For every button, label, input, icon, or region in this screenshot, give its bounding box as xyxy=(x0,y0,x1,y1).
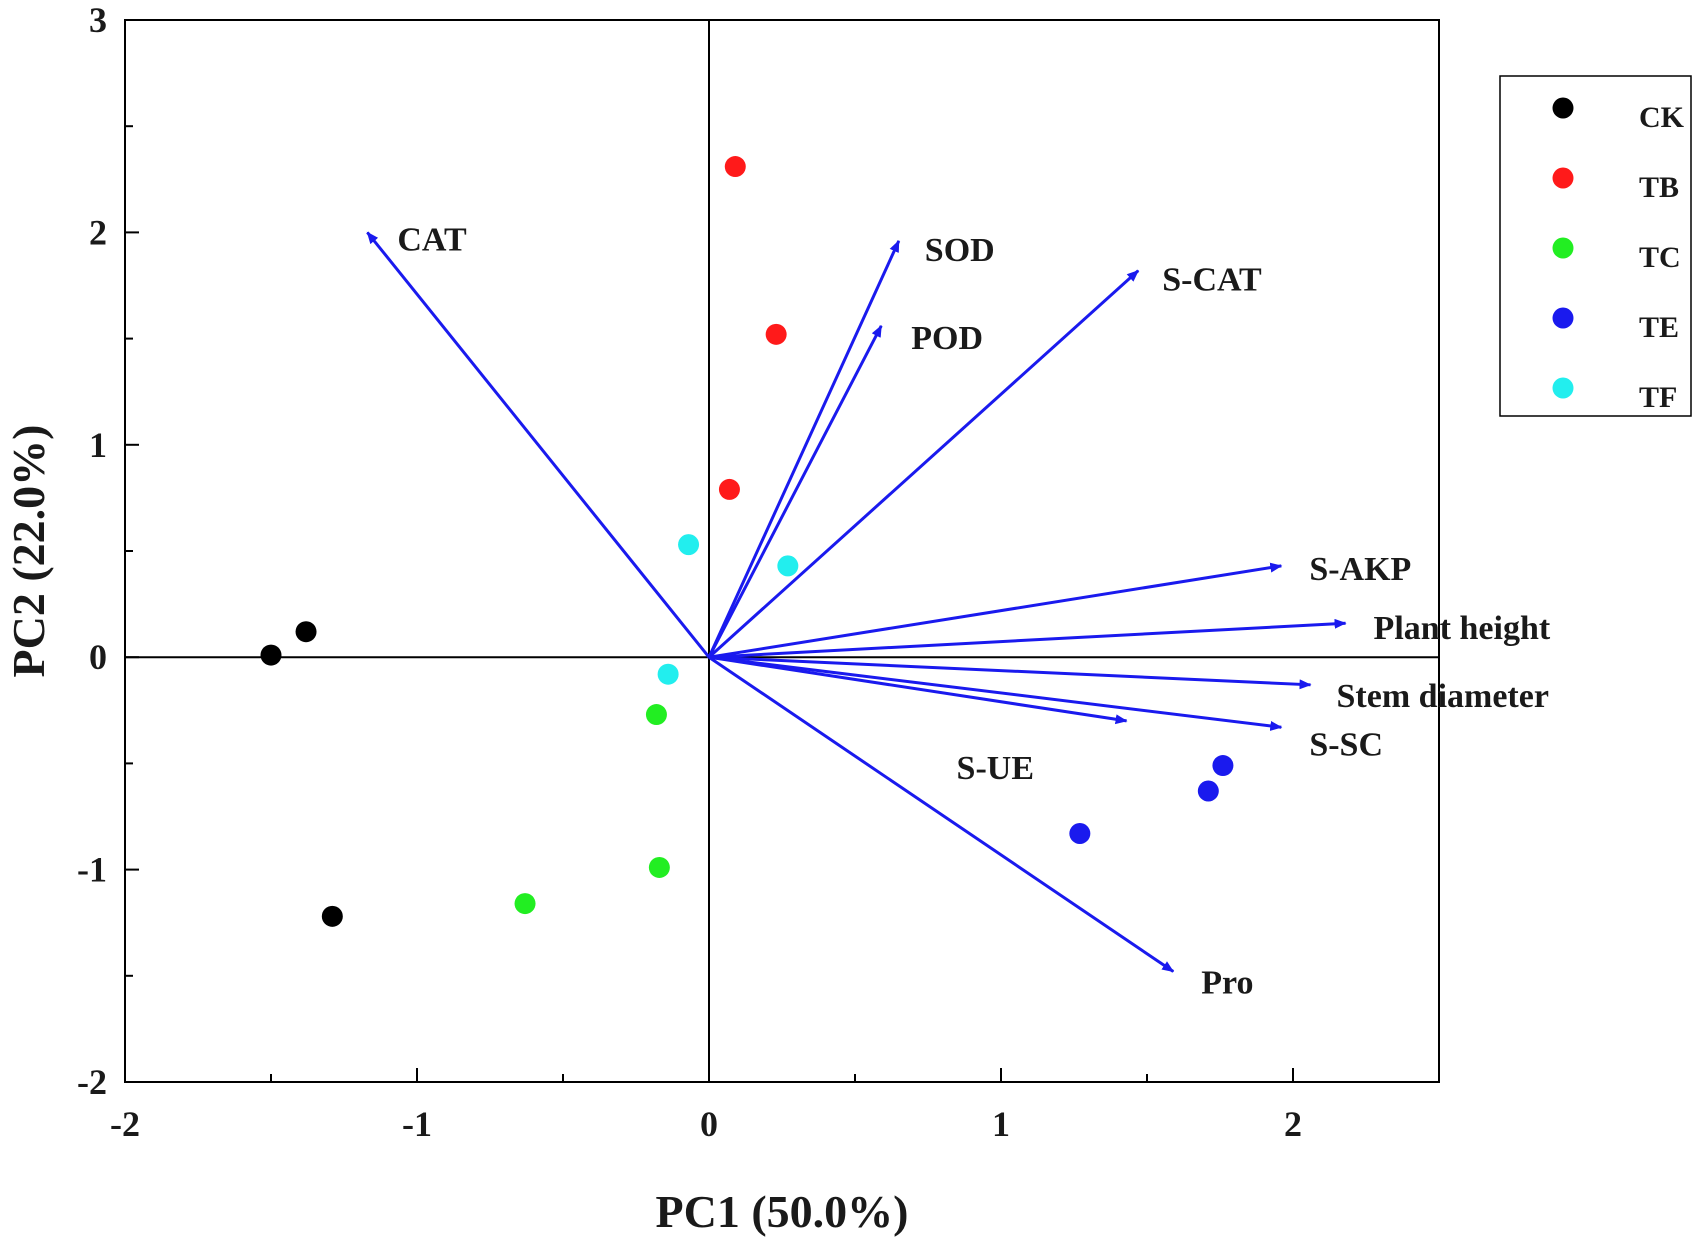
loading-label: POD xyxy=(911,320,983,357)
point-tf xyxy=(777,555,799,577)
legend-label-te: TE xyxy=(1639,311,1679,344)
y-tick-label: 0 xyxy=(89,637,107,677)
point-ck xyxy=(260,644,282,666)
loading-label: S-SC xyxy=(1309,726,1383,763)
loading-arrow xyxy=(366,231,711,659)
legend-marker-tf xyxy=(1552,377,1574,399)
legend-marker-ck xyxy=(1552,97,1574,119)
point-tc xyxy=(514,893,536,915)
loading-label: Stem diameter xyxy=(1337,678,1549,715)
loading-label: Pro xyxy=(1201,965,1253,1002)
loading-arrow xyxy=(707,269,1140,659)
y-tick-label: -1 xyxy=(77,850,107,890)
point-te xyxy=(1069,822,1091,844)
legend-label-tf: TF xyxy=(1639,381,1677,414)
x-tick-label: -2 xyxy=(110,1104,140,1144)
point-tf xyxy=(678,534,700,556)
legend-box xyxy=(1499,75,1692,417)
legend-marker-te xyxy=(1552,307,1574,329)
x-tick-label: 1 xyxy=(992,1104,1010,1144)
loading-arrow xyxy=(707,239,901,658)
y-tick-label: -2 xyxy=(77,1062,107,1102)
loading-arrow xyxy=(708,655,1283,731)
plot-area xyxy=(124,19,1440,1083)
point-tc xyxy=(645,704,667,726)
loading-label: S-UE xyxy=(957,750,1034,787)
y-tick-label: 1 xyxy=(89,425,107,465)
loading-label: CAT xyxy=(397,221,467,258)
loading-arrow xyxy=(708,562,1283,659)
legend: CK TB TC TE TF xyxy=(1499,75,1692,417)
legend-marker-tb xyxy=(1552,167,1574,189)
loading-label: S-AKP xyxy=(1309,551,1411,588)
loading-arrow xyxy=(708,655,1175,973)
point-tc xyxy=(648,856,670,878)
y-tick-label: 2 xyxy=(89,212,107,252)
legend-label-tb: TB xyxy=(1639,171,1679,204)
x-tick-label: 2 xyxy=(1284,1104,1302,1144)
y-axis-title: PC2 (22.0%) xyxy=(3,425,54,678)
loading-label: S-CAT xyxy=(1162,262,1262,299)
point-te xyxy=(1197,780,1219,802)
loading-arrow xyxy=(708,655,1128,725)
loading-arrow xyxy=(707,324,883,658)
point-te xyxy=(1212,755,1234,777)
point-tb xyxy=(765,323,787,345)
point-ck xyxy=(295,621,317,643)
point-tf xyxy=(657,663,679,685)
point-tb xyxy=(724,156,746,178)
legend-label-tc: TC xyxy=(1639,241,1681,274)
y-tick-label: 3 xyxy=(89,0,107,40)
point-tb xyxy=(718,478,740,500)
point-ck xyxy=(321,905,343,927)
legend-marker-tc xyxy=(1552,237,1574,259)
loading-arrow xyxy=(708,618,1347,659)
loading-label: SOD xyxy=(925,232,995,269)
x-axis-title: PC1 (50.0%) xyxy=(656,1186,909,1237)
x-tick-label: 0 xyxy=(700,1104,718,1144)
legend-label-ck: CK xyxy=(1639,101,1685,134)
x-tick-label: -1 xyxy=(402,1104,432,1144)
loading-arrow xyxy=(708,655,1312,690)
loading-label: Plant height xyxy=(1374,610,1551,647)
